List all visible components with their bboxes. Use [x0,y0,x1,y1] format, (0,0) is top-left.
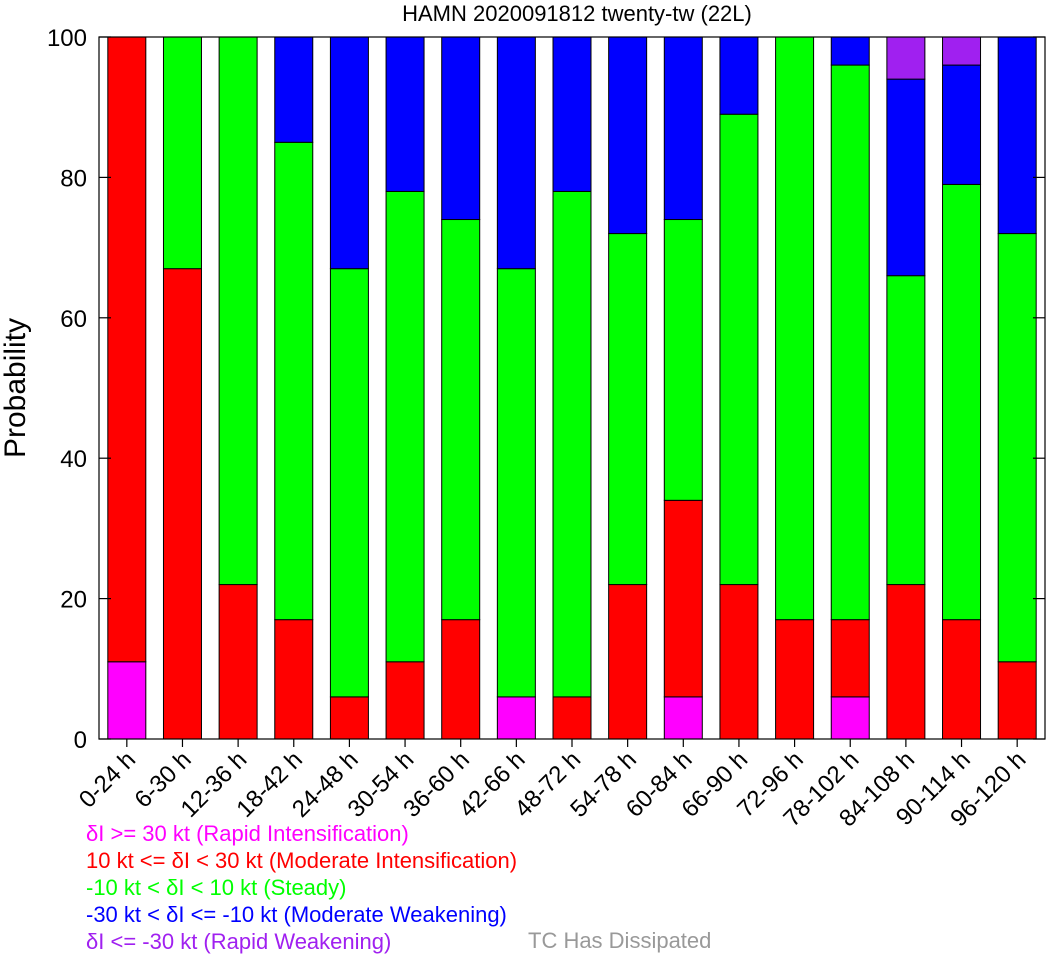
bar-segment-steady-15 [942,183,982,621]
y-tick-label-60: 60 [60,306,87,333]
bar-segment-steady-8 [552,190,592,698]
y-axis-label: Probability [0,318,32,458]
y-tick-label-0: 0 [74,727,87,754]
chart-title: HAMN 2020091812 twenty-tw (22L) [402,1,752,26]
bar-segment-steady-4 [329,268,369,698]
bar-segment-steady-14 [886,275,926,586]
x-tick-label-0: 0-24 h [74,746,141,813]
bar-segment-mi-10 [663,499,703,698]
bar-segment-mw-11 [719,36,759,115]
bar-segment-mi-2 [218,584,258,740]
x-tick-labels: 0-24 h6-30 h12-36 h18-42 h24-48 h30-54 h… [74,739,1031,832]
bar-segment-mi-3 [274,619,314,740]
bar-segment-mi-12 [775,619,815,740]
bar-segment-steady-9 [608,233,648,586]
bar-segment-mw-4 [329,36,369,270]
bar-segment-mi-6 [441,619,481,740]
bar-segment-steady-16 [997,233,1037,663]
bar-segment-rw-14 [886,36,926,80]
bar-segment-ri-10 [663,696,703,740]
bar-segment-steady-2 [218,36,258,586]
bar-segment-mw-5 [385,36,425,192]
bar-segment-steady-12 [775,36,815,621]
bar-segment-steady-3 [274,141,314,621]
bar-segment-mi-15 [942,619,982,740]
bar-segment-steady-13 [830,64,870,621]
bars-group [107,36,1037,740]
legend: δI >= 30 kt (Rapid Intensification) 10 k… [86,820,517,955]
bar-segment-mw-13 [830,36,870,66]
bar-segment-mi-1 [162,268,202,740]
tc-dissipated-note: TC Has Dissipated [528,928,712,953]
y-tick-label-80: 80 [60,165,87,192]
bar-segment-steady-6 [441,219,481,621]
bar-segment-steady-1 [162,36,202,270]
bar-segment-steady-11 [719,113,759,586]
bar-segment-steady-10 [663,219,703,501]
legend-entry-steady: -10 kt < δI < 10 kt (Steady) [86,875,347,900]
bar-segment-mi-14 [886,584,926,740]
bar-segment-mw-6 [441,36,481,221]
bar-segment-ri-13 [830,696,870,740]
bar-segment-mw-7 [496,36,536,270]
legend-entry-rapid-intensification: δI >= 30 kt (Rapid Intensification) [86,821,409,846]
y-tick-label-40: 40 [60,446,87,473]
bar-segment-mw-15 [942,64,982,185]
bar-segment-ri-7 [496,696,536,740]
y-tick-label-20: 20 [60,587,87,614]
legend-entry-moderate-intensification: 10 kt <= δI < 30 kt (Moderate Intensific… [86,848,518,873]
bar-segment-mi-13 [830,619,870,698]
bar-segment-mw-8 [552,36,592,192]
bar-segment-mw-16 [997,36,1037,235]
bar-segment-rw-15 [942,36,982,66]
bar-segment-mi-11 [719,584,759,740]
legend-entry-moderate-weakening: -30 kt < δI <= -10 kt (Moderate Weakenin… [86,902,507,927]
bar-segment-mi-9 [608,584,648,740]
bar-segment-mi-5 [385,661,425,740]
bar-segment-mw-10 [663,36,703,221]
y-tick-label-100: 100 [47,25,87,52]
bar-segment-mi-16 [997,661,1037,740]
bar-segment-mi-0 [107,36,147,663]
bar-segment-ri-0 [107,661,147,740]
bar-segment-mw-9 [608,36,648,235]
bar-segment-steady-7 [496,268,536,698]
bar-segment-mi-4 [329,696,369,740]
bar-segment-mw-3 [274,36,314,143]
bar-segment-mw-14 [886,78,926,277]
legend-entry-rapid-weakening: δI <= -30 kt (Rapid Weakening) [86,929,392,954]
bar-segment-mi-8 [552,696,592,740]
bar-segment-steady-5 [385,190,425,663]
